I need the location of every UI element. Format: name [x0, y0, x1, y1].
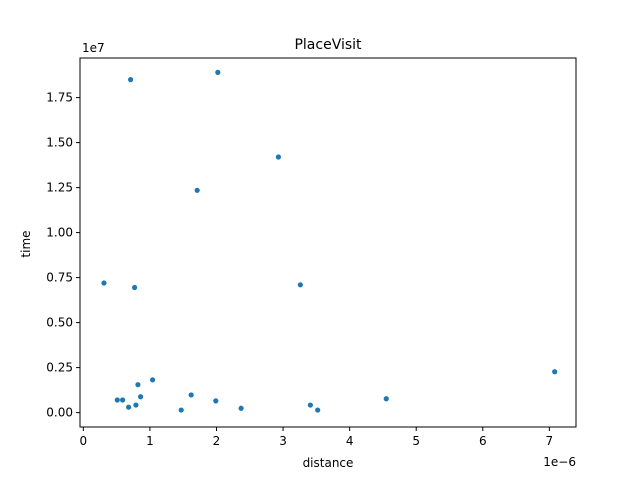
y-tick-label: 0.50 — [46, 316, 73, 330]
x-tick-label: 2 — [213, 434, 221, 448]
data-point — [120, 397, 126, 403]
data-point — [194, 187, 200, 193]
y-tick-label: 0.75 — [46, 271, 73, 285]
data-point — [552, 369, 558, 375]
x-tick-label: 7 — [546, 434, 554, 448]
data-point — [126, 404, 132, 410]
x-axis-title: distance — [303, 456, 354, 470]
data-point — [188, 392, 194, 398]
x-tick-label: 5 — [412, 434, 420, 448]
data-point — [178, 407, 184, 413]
data-point — [275, 154, 281, 160]
data-point — [137, 394, 144, 400]
y-tick-label: 1.50 — [46, 136, 73, 150]
x-offset-label: 1e−6 — [543, 455, 576, 469]
data-point — [307, 402, 313, 408]
y-axis-title: time — [19, 230, 33, 257]
data-point — [297, 282, 303, 288]
y-tick-label: 0.25 — [46, 361, 73, 375]
data-point — [131, 284, 138, 291]
data-point — [135, 382, 141, 388]
y-tick-label: 0.00 — [46, 406, 73, 420]
plot-frame — [79, 57, 577, 428]
data-point — [149, 377, 156, 383]
x-tick-label: 3 — [279, 434, 287, 448]
y-tick-label: 1.75 — [46, 91, 73, 105]
y-offset-label: 1e7 — [82, 41, 105, 55]
x-tick-label: 4 — [346, 434, 354, 448]
data-point — [114, 397, 120, 403]
y-tick-label: 1.25 — [46, 181, 73, 195]
x-tick-label: 1 — [146, 434, 154, 448]
data-point — [133, 402, 139, 408]
data-point — [315, 407, 321, 413]
ticks-layer: 0 1 2 3 4 5 6 7 0.00 0.25 0.50 0.75 1.00 1.25 1.50 1.75 — [46, 91, 553, 448]
data-point — [127, 77, 134, 83]
x-tick-label: 0 — [80, 434, 88, 448]
data-point — [213, 398, 219, 404]
data-point — [101, 280, 107, 286]
x-tick-label: 6 — [479, 434, 487, 448]
data-point — [215, 69, 221, 75]
points-layer — [101, 69, 558, 413]
chart-title: PlaceVisit — [294, 37, 362, 53]
data-point — [238, 405, 244, 411]
y-tick-label: 1.00 — [46, 226, 73, 240]
data-point — [383, 396, 389, 402]
